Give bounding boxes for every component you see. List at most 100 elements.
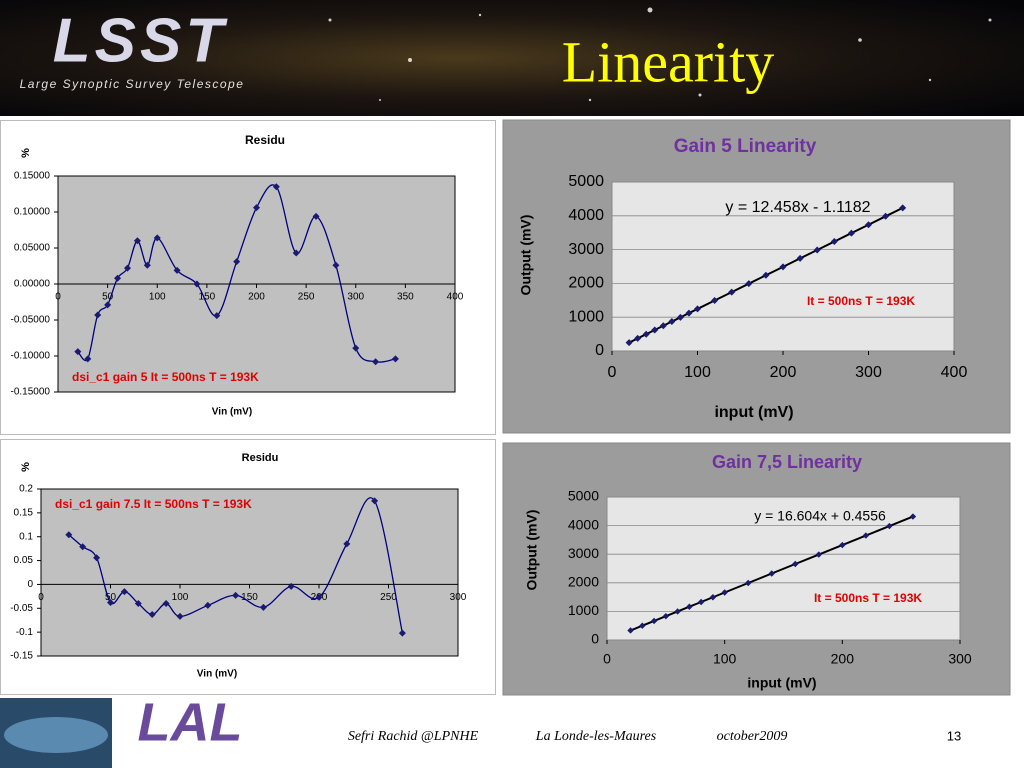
x-tick-label: 300	[450, 592, 467, 603]
x-tick-label: 0	[603, 651, 611, 667]
x-tick-label: 150	[241, 592, 258, 603]
y-tick-label: -0.15000	[11, 387, 51, 398]
data-point	[685, 309, 693, 317]
y-tick-label: 4000	[568, 516, 599, 532]
logo: LSST	[53, 6, 229, 75]
data-point	[762, 271, 770, 279]
data-point	[143, 261, 151, 269]
y-tick-label: 5000	[568, 173, 604, 190]
data-point	[94, 311, 102, 319]
data-point	[847, 229, 855, 237]
data-point	[312, 212, 320, 220]
data-point	[886, 522, 893, 530]
data-point	[634, 334, 642, 342]
y-tick-label: 0	[595, 342, 604, 359]
data-point	[120, 588, 128, 596]
x-tick-label: 100	[172, 592, 189, 603]
x-tick-label: 100	[684, 364, 711, 381]
data-point	[839, 541, 846, 549]
footer-author: Sefri Rachid @LPNHE	[348, 729, 479, 744]
y-tick-label: -0.15	[10, 651, 33, 662]
data-point	[343, 540, 351, 548]
y-tick-label: 0.15000	[14, 171, 51, 182]
chart-title: Residu	[245, 133, 285, 147]
data-point	[728, 288, 736, 296]
x-tick-label: 400	[447, 292, 464, 303]
data-point	[625, 339, 633, 347]
y-tick-label: 0.10000	[14, 207, 51, 218]
y-tick-label: 2000	[568, 275, 604, 292]
data-point	[813, 246, 821, 254]
x-tick-label: 0	[55, 292, 61, 303]
data-point	[79, 543, 87, 551]
y-tick-label: 1000	[568, 602, 599, 618]
data-point	[173, 266, 181, 274]
data-point	[651, 326, 659, 334]
data-point	[253, 204, 260, 212]
logo-caption: Large Synoptic Survey Telescope	[20, 77, 245, 91]
data-point	[694, 305, 701, 313]
data-point	[865, 221, 872, 229]
data-point	[292, 249, 300, 257]
x-tick-label: 200	[770, 364, 797, 381]
plot-area	[40, 488, 459, 657]
y-tick-label: 4000	[568, 207, 604, 224]
data-point	[133, 237, 141, 245]
x-tick-label: 100	[713, 651, 737, 667]
data-point	[287, 582, 295, 590]
data-point	[232, 591, 240, 599]
y-tick-label: -0.05000	[11, 315, 51, 326]
data-point	[114, 274, 122, 282]
x-tick-label: 0	[38, 592, 44, 603]
y-axis-label: %	[20, 462, 32, 472]
data-point	[74, 348, 82, 356]
data-point	[639, 622, 646, 629]
data-point	[627, 627, 634, 634]
x-tick-label: 100	[149, 292, 166, 303]
page-number: 13	[947, 728, 961, 743]
y-tick-label: 5000	[568, 488, 599, 504]
data-point	[650, 617, 658, 625]
y-tick-label: 3000	[568, 545, 599, 561]
annotation: dsi_c1 gain 5 It = 500ns T = 193K	[72, 370, 259, 384]
y-tick-label: -0.10000	[11, 351, 51, 362]
data-point	[709, 594, 717, 601]
data-point	[686, 603, 693, 610]
data-point	[779, 263, 787, 271]
data-point	[315, 593, 323, 601]
data-point	[642, 330, 650, 338]
y-tick-label: 0.1	[19, 531, 33, 542]
data-point	[372, 358, 380, 366]
data-point	[909, 513, 917, 520]
footer-date: october2009	[717, 729, 788, 744]
data-point	[148, 610, 156, 618]
x-tick-label: 50	[102, 292, 114, 303]
data-point	[107, 599, 114, 607]
slide-title: Linearity	[562, 29, 775, 94]
data-line	[68, 497, 404, 634]
data-point	[104, 301, 112, 309]
x-tick-label: 300	[948, 651, 972, 667]
data-point	[862, 532, 870, 539]
y-tick-label: 1000	[568, 308, 604, 325]
chart-title: Gain 5 Linearity	[674, 136, 817, 157]
data-point	[352, 344, 360, 352]
x-tick-label: 200	[248, 292, 265, 303]
data-point	[162, 600, 170, 608]
x-tick-label: 400	[941, 364, 968, 381]
y-tick-label: 2000	[568, 574, 599, 590]
data-point	[233, 258, 241, 266]
x-tick-label: 350	[397, 292, 414, 303]
x-axis-label: Vin (mV)	[197, 669, 237, 680]
x-tick-label: 50	[105, 592, 117, 603]
data-point	[371, 497, 379, 505]
data-point	[193, 280, 201, 288]
data-point	[662, 613, 670, 620]
y-tick-label: 0.15	[14, 507, 34, 518]
annotation: It = 500ns T = 193K	[807, 294, 915, 308]
y-tick-label: -0.05	[10, 603, 33, 614]
data-point	[815, 551, 822, 558]
data-point	[745, 280, 753, 288]
annotation: It = 500ns T = 193K	[814, 591, 922, 605]
data-point	[899, 204, 907, 212]
